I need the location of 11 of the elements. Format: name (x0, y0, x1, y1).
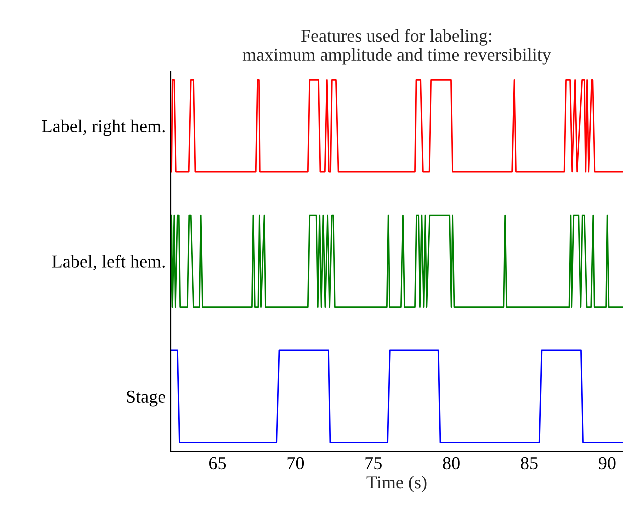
x-tick-label: 85 (521, 457, 538, 470)
x-tick-label: 80 (443, 457, 460, 470)
series-label: Label, right hem. (42, 120, 165, 136)
chart-title: Features used for labeling: maximum amplitude and time reversibility (242, 29, 552, 65)
x-axis-title: Time (s) (366, 476, 427, 492)
x-tick-label: 65 (210, 457, 226, 470)
series-label: Label, left hem. (52, 254, 165, 270)
x-tick-label: 70 (288, 457, 304, 470)
series-label: Stage (127, 390, 166, 407)
x-tick-label: 75 (366, 458, 382, 470)
x-tick-label: 90 (598, 457, 616, 470)
